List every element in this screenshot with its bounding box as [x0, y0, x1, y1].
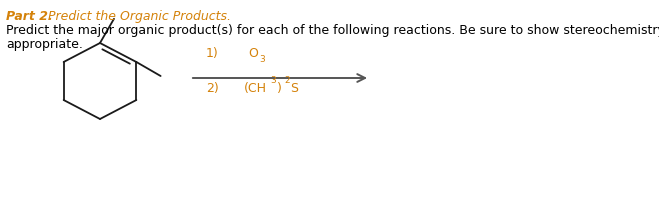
Text: 3: 3: [259, 55, 265, 64]
Text: Part 2.: Part 2.: [6, 10, 53, 23]
Text: 3: 3: [270, 76, 275, 85]
Text: appropriate.: appropriate.: [6, 38, 83, 51]
Text: O: O: [248, 47, 258, 60]
Text: 2): 2): [206, 82, 219, 95]
Text: Predict the major organic product(s) for each of the following reactions. Be sur: Predict the major organic product(s) for…: [6, 24, 659, 37]
Text: Predict the Organic Products.: Predict the Organic Products.: [44, 10, 231, 23]
Text: 1): 1): [206, 47, 219, 60]
Text: (CH: (CH: [244, 82, 267, 95]
Text: ): ): [277, 82, 282, 95]
Text: 2: 2: [284, 76, 289, 85]
Text: S: S: [290, 82, 298, 95]
